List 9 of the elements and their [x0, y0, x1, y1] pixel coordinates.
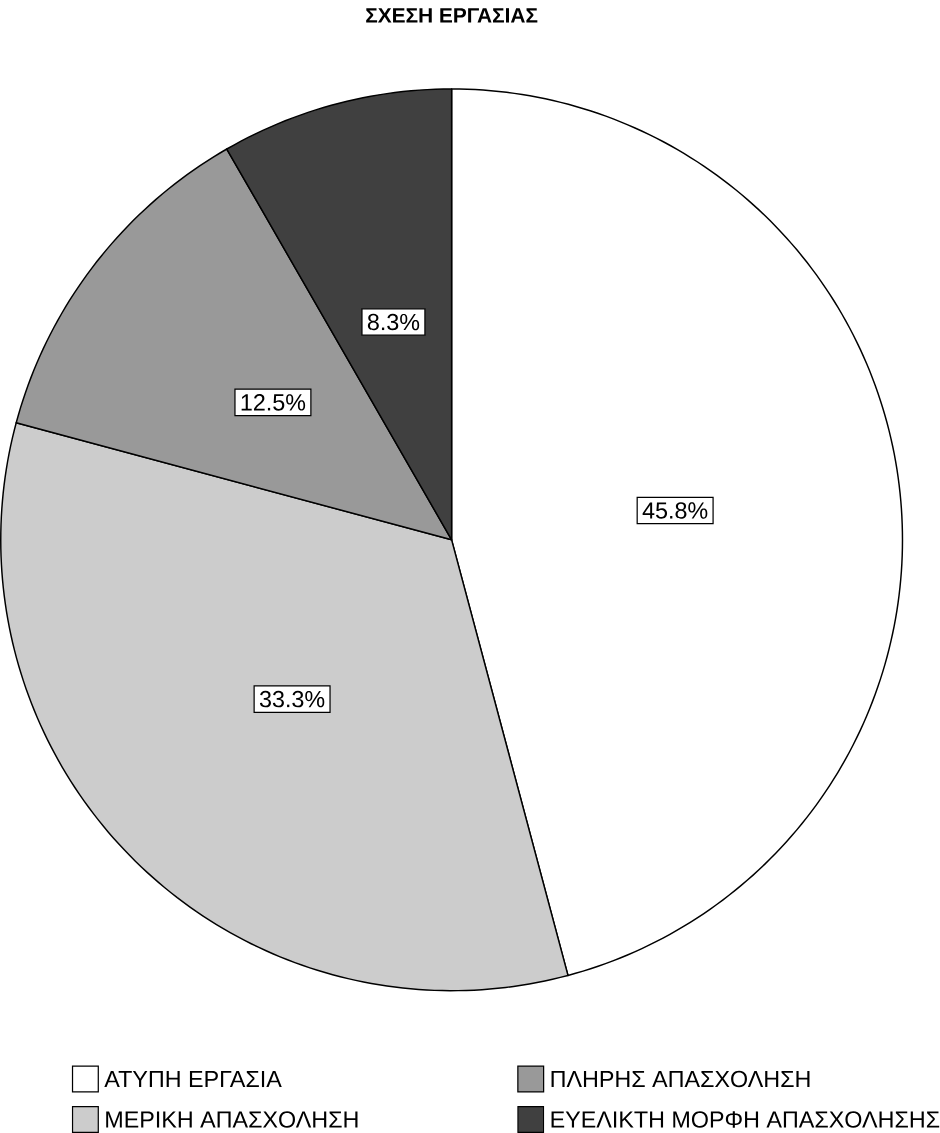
- legend-label: ΠΛΗΡΗΣ ΑΠΑΣΧΟΛΗΣΗ: [551, 1070, 810, 1088]
- legend-label: ΑΤΥΠΗ ΕΡΓΑΣΙΑ: [104, 1071, 282, 1088]
- data-label: 33.3%: [259, 690, 325, 708]
- data-label: 45.8%: [642, 502, 708, 519]
- legend-label: ΕΥΕΛΙΚΤΗ ΜΟΡΦΗ ΑΠΑΣΧΟΛΗΣΗΣ: [551, 1111, 940, 1128]
- legend-label: ΜΕΡΙΚΗ ΑΠΑΣΧΟΛΗΣΗ: [106, 1111, 358, 1128]
- chart-title: ΣΧΕΣΗ ΕΡΓΑΣΙΑΣ: [366, 8, 538, 23]
- data-label: 8.3%: [367, 313, 420, 331]
- data-label: 12.5%: [241, 394, 306, 411]
